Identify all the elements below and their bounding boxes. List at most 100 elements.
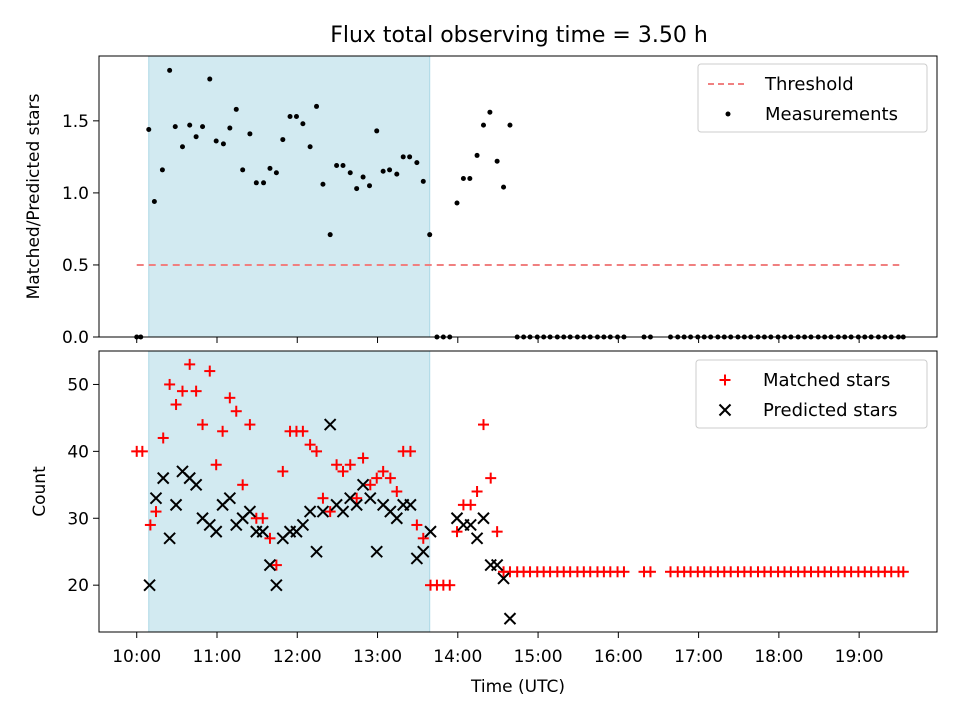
matched-star-point	[244, 419, 256, 431]
measurement-point	[394, 171, 400, 177]
predicted-star-point	[256, 525, 269, 538]
predicted-star-point	[390, 512, 404, 525]
legend-threshold-label: Threshold	[764, 74, 854, 95]
measurement-point	[407, 154, 413, 160]
measurement-point	[314, 103, 320, 109]
x-tick-label: 10:00	[112, 647, 161, 667]
predicted-star-point	[157, 471, 170, 485]
predicted-star-point	[270, 578, 283, 592]
matched-star-point	[164, 378, 176, 390]
x-tick-label: 19:00	[835, 647, 884, 667]
matched-star-point	[644, 566, 656, 578]
measurement-point	[293, 114, 299, 120]
measurement-point	[172, 124, 178, 130]
ratio-y-axis-label: Matched/Predicted stars	[24, 93, 44, 299]
measurement-point	[467, 175, 473, 181]
predicted-star-point	[296, 518, 310, 532]
legend-measurements-label: Measurements	[765, 104, 898, 125]
matched-star-point	[491, 526, 503, 538]
matched-star-point	[170, 399, 182, 411]
predicted-star-point	[350, 498, 363, 512]
matched-star-point	[136, 445, 148, 457]
y-tick-label: 30	[67, 509, 89, 529]
predicted-star-point	[503, 612, 517, 625]
matched-star-point	[451, 526, 463, 538]
measurement-point	[193, 134, 199, 140]
predicted-star-point	[370, 545, 383, 558]
matched-star-point	[444, 579, 456, 591]
predicted-star-point	[497, 572, 510, 585]
measurement-point	[414, 160, 420, 166]
ratio-panel: 0.0 0.5 1.0 1.5 Matched/Predicted stars Thr…	[24, 55, 938, 348]
matched-star-point	[157, 432, 169, 444]
measurement-point	[233, 106, 239, 112]
measurement-point	[151, 199, 157, 205]
count-y-ticks: 20 30 40 50	[67, 375, 99, 596]
measurement-point	[220, 141, 226, 147]
y-tick-label: 50	[67, 375, 89, 395]
matched-star-point	[297, 425, 309, 437]
ratio-x-ticks	[136, 337, 860, 343]
predicted-star-point	[404, 498, 417, 512]
x-tick-label: 13:00	[353, 647, 402, 667]
ratio-legend: Threshold Measurements	[697, 63, 928, 133]
matched-star-point	[417, 532, 429, 544]
y-tick-label: 40	[67, 442, 89, 462]
matched-star-point	[897, 566, 909, 578]
measurement-point	[334, 163, 340, 169]
predicted-star-point	[356, 478, 370, 492]
ratio-y-ticks: 0.0 0.5 1.0 1.5	[62, 112, 99, 348]
count-x-ticks: 10:00 11:00 12:00 13:00 14:00 15:00 16:00 17:00…	[112, 632, 884, 667]
measurement-point	[240, 167, 246, 173]
y-tick-label: 1.5	[62, 112, 89, 132]
legend-matched-marker	[719, 374, 731, 386]
measurement-point	[367, 183, 373, 189]
matched-star-point	[304, 439, 316, 451]
predicted-star-point	[424, 525, 437, 538]
measurement-point	[167, 67, 173, 73]
matched-star-point	[224, 392, 236, 404]
predicted-star-point	[263, 558, 277, 572]
measurement-point	[380, 168, 386, 174]
matched-star-point	[331, 459, 343, 471]
predicted-stars-series	[143, 418, 517, 625]
measurement-point	[507, 122, 513, 128]
matched-star-point	[371, 472, 383, 484]
predicted-star-point	[477, 512, 490, 525]
measurement-point	[227, 125, 233, 131]
matched-star-point	[324, 506, 336, 518]
matched-star-point	[411, 519, 423, 531]
predicted-star-point	[169, 498, 183, 512]
measurement-point	[146, 126, 152, 132]
measurement-point	[360, 174, 366, 180]
matched-star-point	[230, 405, 242, 417]
matched-star-point	[197, 419, 209, 431]
predicted-star-point	[243, 505, 257, 518]
predicted-star-point	[364, 491, 377, 505]
measurement-point	[474, 152, 480, 158]
measurement-point	[487, 109, 493, 115]
legend-predicted-marker	[718, 403, 732, 417]
count-panel-frame	[98, 350, 938, 633]
predicted-star-point	[209, 525, 223, 538]
matched-star-point	[270, 559, 282, 571]
measurement-point	[273, 170, 279, 176]
legend-measurements-swatch	[725, 111, 731, 117]
matched-star-point	[257, 512, 269, 524]
x-tick-label: 14:00	[433, 647, 482, 667]
legend-predicted-label: Predicted stars	[763, 400, 897, 421]
matched-star-point	[144, 519, 156, 531]
x-tick-label: 12:00	[273, 647, 322, 667]
predicted-star-point	[310, 545, 323, 558]
legend-matched-label: Matched stars	[763, 370, 890, 391]
measurement-point	[480, 122, 486, 128]
measurement-point	[179, 144, 185, 150]
measurement-point	[340, 163, 346, 169]
matched-star-point	[364, 479, 376, 491]
matched-star-point	[384, 472, 396, 484]
matched-stars-series	[131, 358, 909, 591]
measurement-point	[494, 158, 500, 164]
matched-star-point	[337, 465, 349, 477]
